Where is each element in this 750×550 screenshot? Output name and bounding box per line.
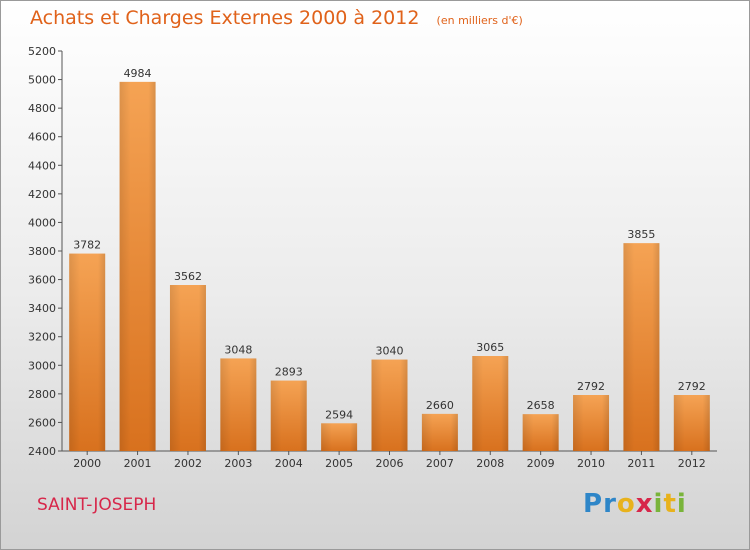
x-tick-label: 2004 [275, 457, 303, 470]
logo-letter: P [583, 489, 604, 519]
proxiti-logo: Proxiti [583, 489, 687, 519]
y-tick-label: 2600 [28, 416, 56, 429]
x-tick-label: 2005 [325, 457, 353, 470]
y-tick-label: 3000 [28, 359, 56, 372]
bar-shade [573, 395, 610, 451]
bar-value-label: 3065 [476, 341, 504, 354]
x-tick-label: 2001 [124, 457, 152, 470]
chart-title: Achats et Charges Externes 2000 à 2012 [30, 7, 420, 29]
x-tick-label: 2003 [224, 457, 252, 470]
bar-value-label: 2792 [678, 380, 706, 393]
y-tick-label: 2800 [28, 388, 56, 401]
bar-value-label: 4984 [124, 67, 152, 80]
logo-letter: r [603, 489, 617, 519]
bar-value-label: 2594 [325, 408, 353, 421]
bar-shade [673, 395, 710, 451]
logo-letter: x [635, 489, 654, 519]
x-axis: 2000 2001 2002 2003 2004 2005 2006 2007 2008 2009… [62, 450, 717, 470]
bar-shade [220, 358, 257, 451]
bar-shade [522, 414, 559, 451]
y-tick-label: 4200 [28, 188, 56, 201]
x-tick-label: 2009 [527, 457, 555, 470]
y-tick-label: 2400 [28, 445, 56, 458]
bar-shade [69, 253, 106, 451]
bar-shade [371, 359, 408, 451]
x-tick-label: 2002 [174, 457, 202, 470]
bar-shade [321, 423, 358, 451]
x-tick-label: 2008 [476, 457, 504, 470]
bar-value-label: 2893 [275, 366, 303, 379]
bar-value-label: 2792 [577, 380, 605, 393]
bar-value-label: 2658 [527, 399, 555, 412]
bar-value-label: 3562 [174, 270, 202, 283]
bar-value-label: 3782 [73, 239, 101, 252]
bar-shade [119, 81, 156, 451]
title-row: Achats et Charges Externes 2000 à 2012 (… [30, 7, 523, 29]
y-axis: 2400 2600 2800 3000 3200 3400 3600 3800 4000 4200… [28, 45, 63, 458]
y-tick-label: 5000 [28, 74, 56, 87]
y-tick-label: 4000 [28, 216, 56, 229]
bar-value-label: 3040 [376, 345, 404, 358]
y-tick-label: 3400 [28, 302, 56, 315]
bar-shade [169, 285, 206, 451]
chart-unit: (en milliers d'€) [436, 14, 523, 27]
y-tick-label: 4600 [28, 131, 56, 144]
logo-letter: i [676, 489, 687, 519]
x-tick-label: 2011 [627, 457, 655, 470]
logo-letter: o [616, 489, 636, 519]
bar-value-label: 2660 [426, 399, 454, 412]
x-tick-label: 2010 [577, 457, 605, 470]
logo-letter: t [663, 489, 677, 519]
bar-value-label: 3048 [224, 343, 252, 356]
x-tick-label: 2000 [73, 457, 101, 470]
bar-shade [472, 356, 509, 451]
logo-letter: i [653, 489, 664, 519]
y-tick-label: 3600 [28, 274, 56, 287]
y-tick-label: 4800 [28, 102, 56, 115]
x-tick-label: 2006 [376, 457, 404, 470]
y-tick-label: 4400 [28, 159, 56, 172]
bar-value-label: 3855 [627, 228, 655, 241]
place-name: SAINT-JOSEPH [37, 495, 157, 515]
bar-shade [421, 413, 458, 451]
y-tick-label: 5200 [28, 45, 56, 58]
bar-shade [270, 380, 307, 451]
x-tick-label: 2012 [678, 457, 706, 470]
y-tick-label: 3200 [28, 331, 56, 344]
x-tick-label: 2007 [426, 457, 454, 470]
bars-group: 3782 4984 3562 3048 2893 2594 3040 2660 3065 2658… [69, 67, 710, 451]
bar-shade [623, 243, 660, 451]
y-tick-label: 3800 [28, 245, 56, 258]
